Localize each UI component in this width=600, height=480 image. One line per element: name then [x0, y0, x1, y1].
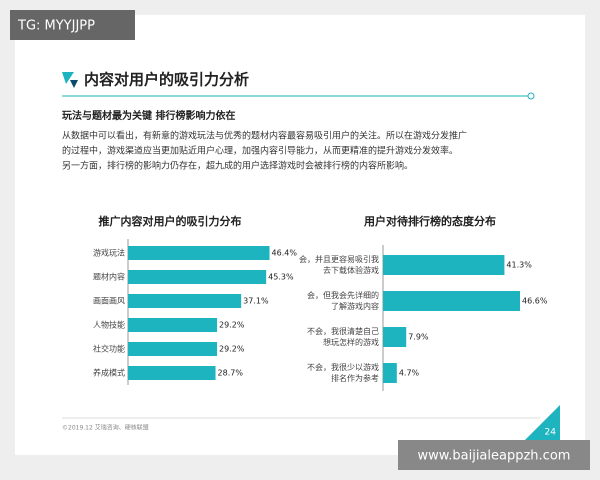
category-label: 画面画风 [93, 297, 125, 306]
bar [128, 366, 216, 380]
category-label: 想玩怎样的游戏 [323, 337, 379, 347]
subtitle: 玩法与题材最为关键 排行榜影响力依在 [62, 109, 235, 122]
category-label: 社交功能 [93, 344, 125, 354]
title-icon [62, 72, 74, 84]
value-label: 29.2% [219, 345, 245, 354]
category-label: 去下载体验游戏 [323, 265, 379, 275]
page-number: 24 [545, 428, 557, 438]
value-label: 4.7% [399, 369, 420, 378]
category-label: 人物技能 [93, 320, 125, 330]
category-label: 养成模式 [93, 368, 125, 378]
category-label: 不会，我很少以游戏 [307, 362, 379, 372]
value-label: 46.6% [522, 297, 548, 306]
value-label: 7.9% [408, 333, 429, 342]
category-label: 游戏玩法 [93, 248, 125, 258]
category-label: 会，但我会先详细的 [307, 290, 379, 300]
value-label: 29.2% [219, 321, 245, 330]
bar [128, 294, 242, 308]
watermark: www.baijialeappzh.com [418, 449, 571, 464]
slide-title: 内容对用户的吸引力分析 [84, 71, 249, 89]
chart-title: 推广内容对用户的吸引力分布 [99, 214, 242, 228]
bar [383, 363, 397, 383]
category-label: 不会，我很清楚自己 [307, 326, 379, 336]
category-label: 了解游戏内容 [331, 301, 379, 311]
slide [15, 15, 585, 455]
bar [128, 318, 218, 332]
value-label: 28.7% [218, 369, 244, 378]
chart-title: 用户对待排行榜的态度分布 [364, 214, 496, 228]
bar [128, 246, 270, 260]
value-label: 41.3% [506, 261, 532, 270]
paragraph-line: 另一方面，排行榜的影响力仍存在，超九成的用户选择游戏时会被排行榜的内容所影响。 [62, 160, 413, 172]
watermark-box [10, 10, 135, 40]
page-corner [525, 405, 560, 440]
value-label: 46.4% [272, 249, 298, 258]
value-label: 37.1% [243, 297, 269, 306]
watermark-box [398, 440, 590, 470]
value-label: 45.3% [268, 273, 294, 282]
bar [383, 327, 407, 347]
watermark: TG: MYYJJPP [17, 19, 95, 34]
bar [383, 255, 505, 275]
category-label: 题材内容 [93, 272, 125, 282]
title-icon [70, 80, 78, 88]
bar [128, 342, 218, 356]
category-label: 会，并且更容易吸引我 [299, 254, 379, 264]
bar [383, 291, 521, 311]
paragraph-line: 从数据中可以看出，有新意的游戏玩法与优秀的题材内容最容易吸引用户的关注。所以在游… [62, 130, 467, 142]
bar [128, 270, 267, 284]
rule-end [527, 92, 535, 100]
category-label: 排名作为参考 [331, 373, 379, 383]
source: ©2019.12 艾瑞咨询、硬核联盟 [62, 424, 149, 432]
paragraph-line: 的过程中，游戏渠道应当更加贴近用户心理，加强内容引导能力，从而更精准的提升游戏分… [62, 145, 458, 157]
